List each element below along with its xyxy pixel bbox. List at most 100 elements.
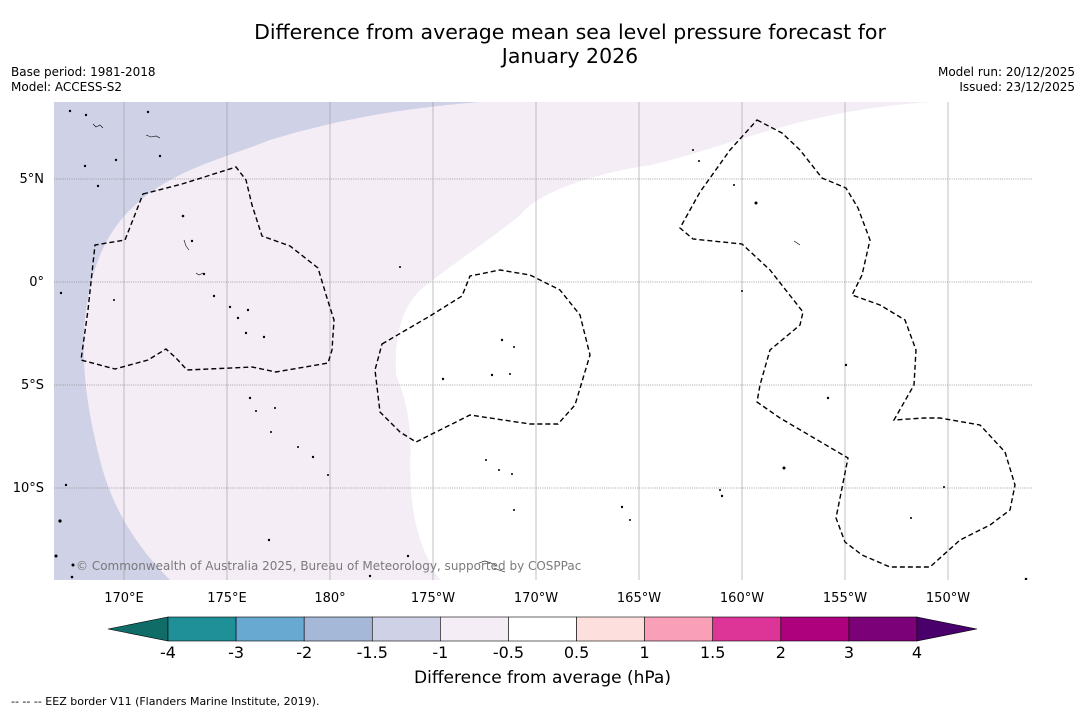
colorbar-tick-label: 0.5 — [564, 643, 589, 662]
island — [158, 154, 162, 158]
island — [114, 158, 118, 162]
island — [255, 409, 258, 412]
meta-left: Base period: 1981-2018 Model: ACCESS-S2 — [11, 65, 156, 95]
colorbar-cell — [644, 616, 714, 642]
colorbar-tick-label: -1 — [432, 643, 448, 662]
island — [202, 272, 206, 276]
island — [113, 298, 116, 301]
eez-border-kiribati-gilbert — [80, 166, 335, 373]
model-name: Model: ACCESS-S2 — [11, 80, 123, 94]
island — [269, 430, 272, 433]
colorbar-under-arrow — [107, 616, 169, 642]
colorbar-cell — [167, 616, 237, 642]
colorbar-tick-label: -2 — [296, 643, 312, 662]
lat-label-5s: 5°S — [21, 378, 44, 393]
island — [490, 373, 494, 377]
lon-label-155w: 155°W — [823, 591, 867, 606]
island — [273, 406, 276, 409]
lon-label-180: 180° — [314, 591, 345, 606]
attribution-text: © Commonwealth of Australia 2025, Bureau… — [76, 559, 581, 573]
island — [267, 538, 271, 542]
island — [398, 265, 401, 268]
island — [512, 508, 515, 511]
island — [71, 563, 75, 567]
colorbar: -4 -3 -2 -1.5 -1 -0.5 0.5 1 1.5 2 3 4 — [107, 616, 978, 662]
island — [441, 377, 445, 381]
lat-label-0: 0° — [29, 275, 44, 290]
islands — [54, 109, 1028, 580]
island — [212, 294, 216, 298]
colorbar-cell — [303, 616, 373, 642]
meta-right: Model run: 20/12/2025 Issued: 23/12/2025 — [938, 65, 1075, 95]
colorbar-cell — [371, 616, 441, 642]
island — [942, 485, 945, 488]
lon-label-170w: 170°W — [514, 591, 558, 606]
region-near-average — [395, 102, 1032, 580]
region-minus1 — [83, 102, 931, 580]
colorbar-cell — [576, 616, 645, 642]
eez-footnote: -- -- -- EEZ border V11 (Flanders Marine… — [11, 695, 320, 708]
colorbar-tick-labels: -4 -3 -2 -1.5 -1 -0.5 0.5 1 1.5 2 3 4 — [160, 643, 922, 662]
island — [793, 240, 801, 246]
island — [740, 289, 743, 292]
island — [620, 505, 624, 509]
colorbar-cell — [780, 616, 850, 642]
island — [183, 239, 190, 251]
island — [754, 201, 758, 205]
eez-border-line-islands — [679, 119, 1016, 568]
eez-borders — [80, 119, 1016, 568]
colorbar-tick-label: 3 — [844, 643, 854, 662]
lon-label-150w: 150°W — [926, 591, 970, 606]
colorbar-cell — [440, 616, 509, 642]
colorbar-cells — [167, 616, 918, 642]
island — [628, 518, 631, 521]
island — [83, 164, 87, 168]
eez-border-phoenix — [374, 269, 591, 443]
island — [844, 363, 848, 367]
island — [146, 110, 150, 114]
island — [181, 214, 185, 218]
island — [145, 134, 161, 139]
island — [64, 483, 68, 487]
colorbar-tick-label: 1 — [640, 643, 650, 662]
island — [58, 519, 62, 523]
colorbar-over-arrow — [916, 616, 978, 642]
island — [718, 488, 721, 491]
lon-label-175e: 175°E — [207, 591, 247, 606]
issued-date: Issued: 23/12/2025 — [959, 80, 1075, 94]
island — [826, 396, 830, 400]
base-period: Base period: 1981-2018 — [11, 65, 156, 79]
island — [190, 239, 194, 243]
map-plot-area: © Commonwealth of Australia 2025, Bureau… — [54, 102, 1032, 580]
island — [236, 316, 240, 320]
island — [508, 372, 511, 375]
colorbar-cell — [235, 616, 305, 642]
island — [246, 308, 250, 312]
colorbar-cell — [508, 616, 577, 642]
island — [497, 468, 500, 471]
lon-label-170e: 170°E — [104, 591, 144, 606]
gridlines — [54, 178, 1032, 489]
island — [368, 574, 372, 578]
lon-label-175w: 175°W — [411, 591, 455, 606]
island — [512, 345, 515, 348]
island — [244, 331, 248, 335]
island — [70, 575, 74, 579]
island — [697, 160, 700, 163]
lat-label-10s: 10°S — [13, 481, 44, 496]
island — [262, 335, 266, 339]
island — [484, 458, 487, 461]
island — [493, 567, 506, 573]
lon-labels: 170°E 175°E 180° 175°W 170°W 165°W 160°W… — [104, 591, 970, 606]
colorbar-tick-label: 1.5 — [700, 643, 725, 662]
colorbar-cell — [712, 616, 782, 642]
island — [296, 445, 299, 448]
island — [720, 494, 724, 498]
model-run: Model run: 20/12/2025 — [937, 65, 1075, 79]
colorbar-tick-label: -3 — [228, 643, 244, 662]
island — [68, 109, 72, 113]
island — [96, 184, 100, 188]
island — [510, 472, 513, 475]
lat-label-5n: 5°N — [20, 172, 45, 187]
